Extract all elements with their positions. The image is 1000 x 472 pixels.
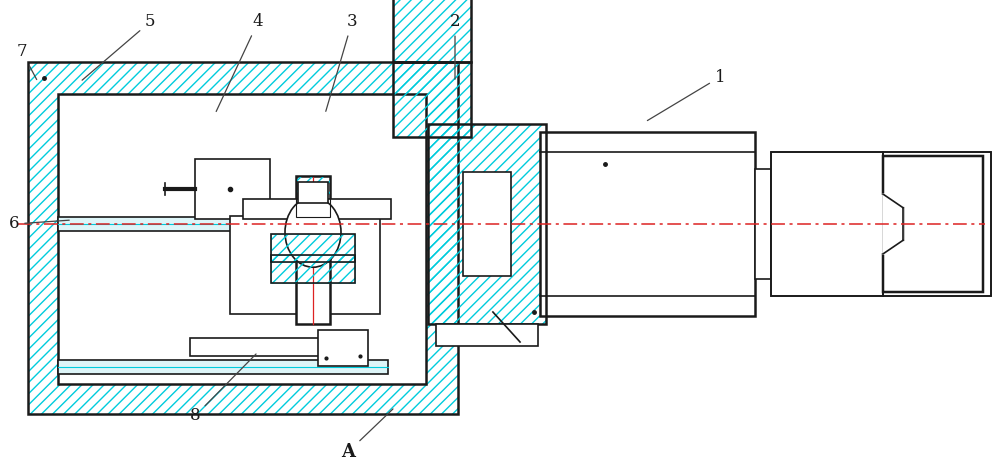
Text: 2: 2 [450,14,460,79]
Bar [271,234,355,262]
Bar [393,62,471,137]
Bar [393,0,471,62]
Bar [271,254,355,283]
Bar [58,94,426,384]
Text: A: A [341,409,393,461]
Bar [771,152,883,296]
Bar [28,62,458,414]
Bar [296,176,330,218]
Bar [883,194,903,254]
Bar [393,62,471,137]
Bar [243,199,391,219]
Ellipse shape [285,197,341,267]
Bar [58,360,388,374]
Bar [271,234,355,262]
Bar [393,0,471,62]
Text: 3: 3 [326,14,357,111]
Bar [436,324,538,346]
Bar [883,152,991,296]
Bar [190,338,350,356]
Text: 7: 7 [17,43,37,80]
Bar [540,132,755,316]
Text: 6: 6 [9,216,69,233]
Bar [771,152,883,296]
Bar [296,176,330,218]
Bar [296,176,330,324]
Bar [428,124,546,324]
Text: 4: 4 [216,14,263,111]
Bar [428,124,546,324]
Text: 1: 1 [647,68,725,120]
Bar [195,159,270,219]
Bar [28,62,458,414]
Bar [271,254,355,283]
Bar [883,152,991,296]
Text: 5: 5 [82,14,155,80]
Polygon shape [883,156,983,292]
Bar [755,169,771,279]
Bar [318,330,368,366]
Bar [463,172,511,276]
Bar [230,216,380,314]
Bar [298,182,328,202]
Bar [58,217,346,231]
Text: 8: 8 [190,354,256,424]
